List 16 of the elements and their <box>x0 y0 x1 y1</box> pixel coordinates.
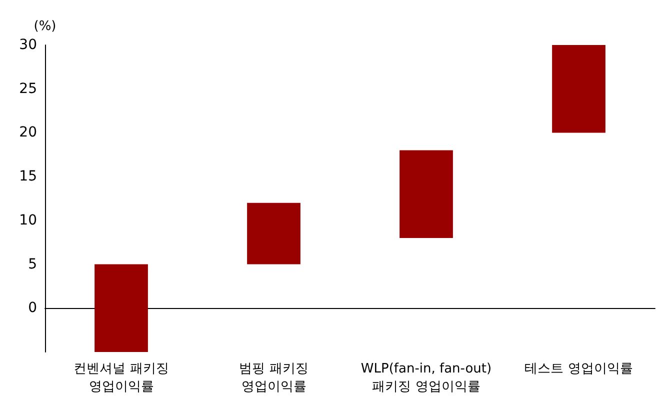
y-tick-label: 10 <box>19 212 37 228</box>
y-tick-label: 20 <box>19 124 37 141</box>
y-tick-label: 25 <box>19 80 37 97</box>
y-tick-label: 5 <box>28 256 37 272</box>
bar <box>400 150 453 238</box>
bar <box>247 202 300 264</box>
x-tick-label: 테스트 영업이익률 <box>524 362 633 376</box>
bar <box>94 264 148 352</box>
bar <box>552 45 606 133</box>
x-tick-label: 컨벤셔널 패키징 영업이익률 <box>74 362 169 394</box>
y-tick-label: 0 <box>28 300 37 316</box>
y-tick-label: 15 <box>19 168 37 185</box>
y-axis-title: (%) <box>34 19 56 34</box>
x-tick-label: 범핑 패키징 영업이익률 <box>239 362 308 394</box>
y-tick-label: 30 <box>19 37 37 53</box>
x-tick-label: WLP(fan-in, fan-out) 패키징 영업이익률 <box>360 362 492 394</box>
